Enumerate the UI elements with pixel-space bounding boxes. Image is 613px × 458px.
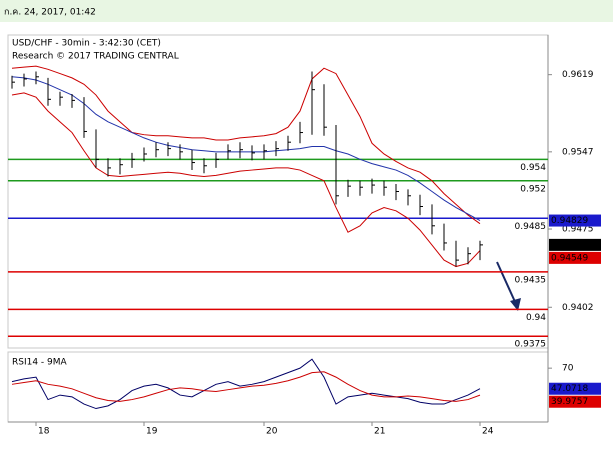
x-tick-label: 18 [38,427,50,437]
forecast-arrow [496,261,517,305]
value-box [549,382,601,395]
header-date: ก.ค. 24, 2017, 01:42 [4,8,96,18]
rsi-title: RSI14 - 9MA [12,358,68,368]
y-tick-label: 0.9619 [562,70,594,80]
x-tick-label: 21 [374,427,385,437]
chart-subtitle: Research © 2017 TRADING CENTRAL [12,52,179,62]
y-tick-label: 0.9402 [562,303,594,313]
y-tick-label: 70 [562,364,574,374]
price-panel [7,34,549,349]
rsi-line [11,371,481,402]
value-box [549,214,601,227]
value-box [549,395,601,408]
indicator-line [11,92,481,268]
value-box [549,251,601,264]
x-tick-label: 20 [266,427,278,437]
indicator-line [11,65,481,225]
x-tick-label: 24 [482,427,494,437]
rsi-line [11,358,481,410]
arrow-head [510,298,521,311]
chart-title: USD/CHF - 30min - 3:42:30 (CET) [12,39,161,49]
indicator-line [11,76,481,221]
rsi-panel [7,351,549,423]
level-label: 0.954 [520,163,546,173]
level-label: 0.952 [520,184,546,194]
value-box-label: 0.94602 [551,240,588,250]
y-tick-label: 0.9475 [562,225,594,235]
value-box-label: 39.9757 [551,397,588,407]
level-label: 0.9435 [515,275,547,285]
value-box-label: 0.94829 [551,216,588,226]
value-box [549,238,601,251]
header-bar [0,0,613,22]
level-label: 0.9375 [515,340,547,350]
level-label: 0.9485 [515,222,547,232]
value-box-label: 0.94549 [551,253,588,263]
value-box-label: 47.0718 [551,384,588,394]
y-tick-label: 0.9547 [562,147,594,157]
level-label: 0.94 [526,313,546,323]
x-tick-label: 19 [146,427,158,437]
